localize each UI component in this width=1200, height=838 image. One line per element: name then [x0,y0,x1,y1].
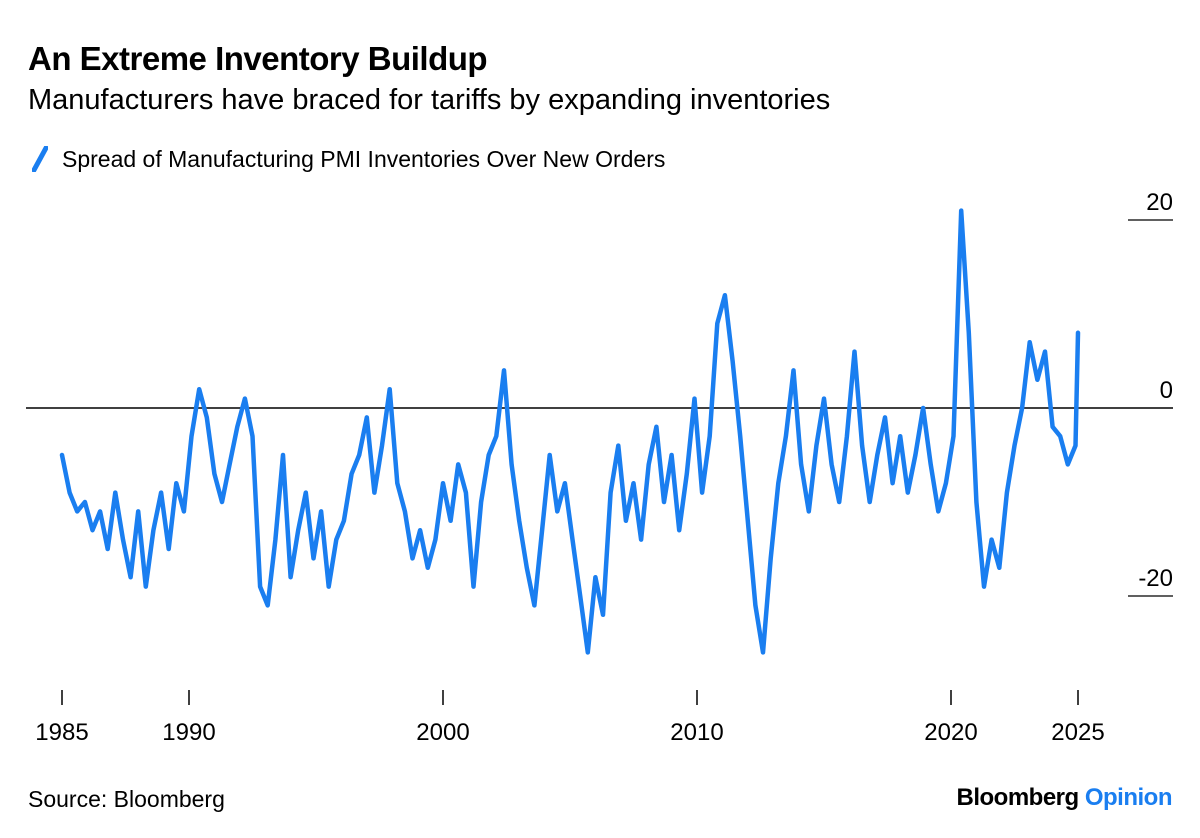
y-tick-label: 0 [1160,377,1173,404]
chart-legend: Spread of Manufacturing PMI Inventories … [32,144,665,174]
x-tick-label: 2025 [1051,719,1104,746]
brand-main: Bloomberg [956,784,1080,811]
brand-accent: Opinion [1084,784,1173,811]
y-tick-label: -20 [1138,565,1173,592]
series-line [59,208,1081,655]
chart-title: An Extreme Inventory Buildup [28,40,488,77]
brand-logo: Bloomberg Opinion [957,784,1173,812]
chart-subtitle: Manufacturers have braced for tariffs by… [28,84,831,116]
x-tick-label: 2010 [670,719,723,746]
legend-swatch-icon [32,146,48,172]
x-tick-label: 1990 [162,719,215,746]
x-tick-label: 2020 [924,719,977,746]
x-tick-label: 1985 [35,719,88,746]
source-note: Source: Bloomberg [28,786,225,812]
x-tick-label: 2000 [416,719,469,746]
y-tick-label: 20 [1146,189,1173,216]
legend-label: Spread of Manufacturing PMI Inventories … [62,145,666,172]
